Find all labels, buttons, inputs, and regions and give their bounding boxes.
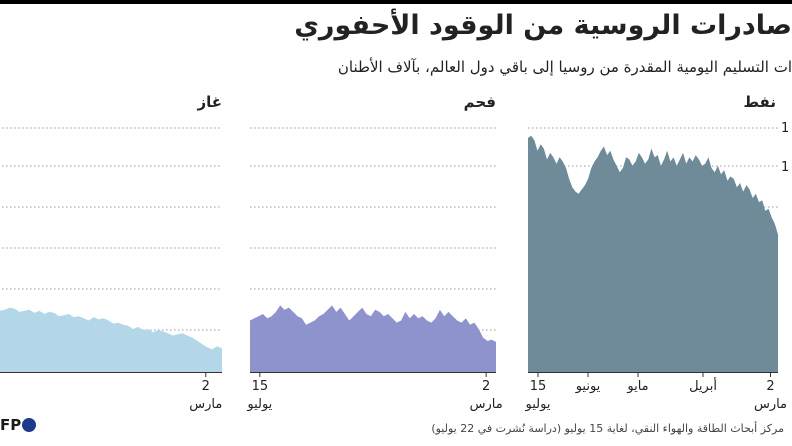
- x-tick-sublabel-gas-0: مارس: [189, 397, 222, 412]
- x-tick-sublabel-oil-0: يوليو: [525, 397, 551, 412]
- x-tick-label-oil-4: 2: [766, 379, 774, 394]
- panel-title-gas: غاز: [196, 93, 222, 111]
- y-tick-label-0: 1: [781, 121, 789, 136]
- x-tick-label-oil-0: 15: [530, 379, 547, 394]
- panel-title-oil: نفط: [744, 93, 777, 111]
- top-rule: [0, 0, 792, 4]
- x-tick-label-gas-0: 2: [202, 379, 210, 394]
- chart-title: صادرات الروسية من الوقود الأحفوري: [294, 10, 792, 41]
- afp-logo: FP: [0, 416, 37, 434]
- area-series-coal: [250, 305, 496, 372]
- logo-dot-icon: [22, 418, 37, 432]
- panel-coal: فحم 15 يوليو 2 مارس: [246, 93, 502, 412]
- x-tick-label-oil-2: مايو: [626, 379, 648, 394]
- logo-text: FP: [0, 416, 22, 434]
- area-series-gas: [0, 307, 222, 372]
- x-tick-sublabel-coal-1: مارس: [470, 397, 503, 412]
- area-series-oil: [528, 135, 778, 372]
- x-tick-label-oil-1: يونيو: [575, 379, 601, 394]
- chart-subtitle: ات التسليم اليومية المقدرة من روسيا إلى …: [337, 58, 792, 76]
- x-tick-sublabel-oil-4: مارس: [754, 397, 787, 412]
- panel-title-coal: فحم: [464, 93, 496, 111]
- y-tick-label-1: 1: [781, 160, 789, 175]
- x-tick-label-coal-1: 2: [482, 379, 490, 394]
- x-tick-label-oil-3: أبريل: [689, 377, 717, 394]
- panel-gas: غاز 2 مارس: [0, 93, 222, 412]
- panel-oil: نفط 15 يوليو يونيو مايو أبريل 2 مارس 1 1: [525, 93, 790, 412]
- x-tick-sublabel-coal-0: يوليو: [246, 397, 272, 412]
- source-note: مركز أبحاث الطاقة والهواء النقي، لغاية 1…: [431, 422, 784, 435]
- x-tick-label-coal-0: 15: [252, 379, 269, 394]
